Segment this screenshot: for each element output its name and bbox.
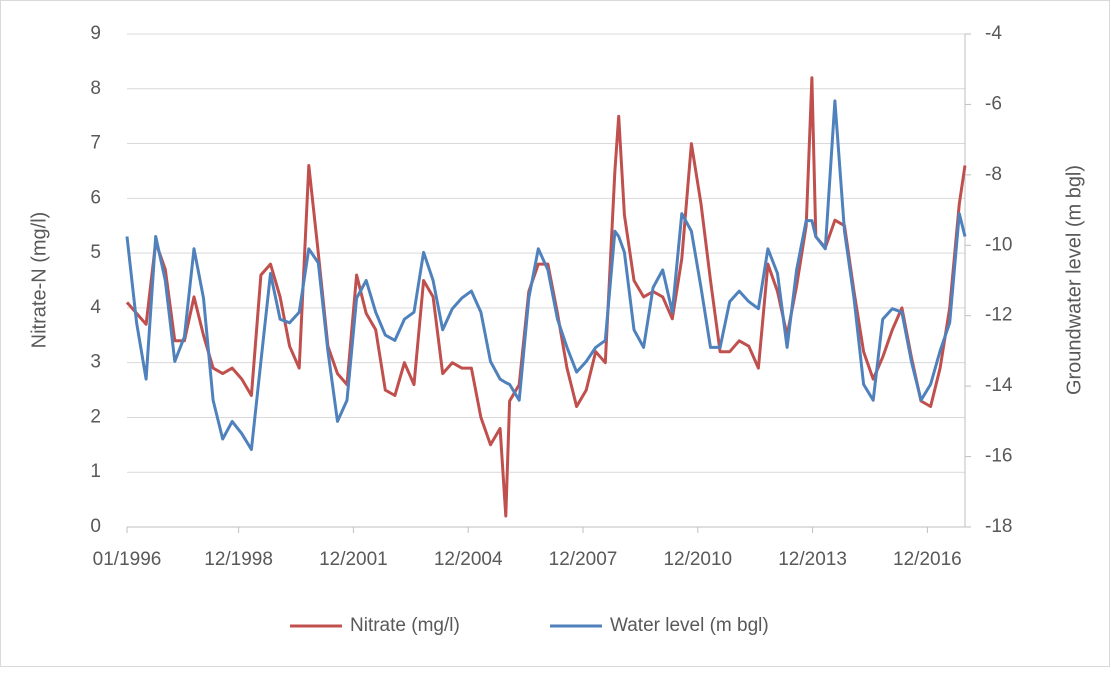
y-tick-label: 0 <box>90 516 101 537</box>
y2-tick-label: -8 <box>985 164 1002 185</box>
x-tick-label: 12/2004 <box>434 549 503 570</box>
y-tick-label: 5 <box>90 242 101 263</box>
y2-tick-label: -12 <box>985 305 1012 326</box>
y-tick-label: 8 <box>90 78 101 99</box>
x-tick-label: 12/2007 <box>549 549 618 570</box>
y-tick-label: 7 <box>90 133 101 154</box>
y2-tick-label: -6 <box>985 93 1002 114</box>
x-tick-label: 12/1998 <box>204 549 273 570</box>
y2-tick-label: -10 <box>985 234 1012 255</box>
y2-tick-label: -18 <box>985 516 1012 537</box>
y-tick-label: 6 <box>90 187 101 208</box>
y-axis-title: Nitrate-N (mg/l) <box>28 212 50 349</box>
x-tick-label: 01/1996 <box>93 549 162 570</box>
x-tick-label: 12/2013 <box>778 549 847 570</box>
y2-tick-label: -14 <box>985 375 1013 396</box>
x-tick-label: 12/2010 <box>663 549 732 570</box>
y-tick-label: 9 <box>90 23 101 44</box>
y-tick-label: 3 <box>90 352 101 373</box>
x-tick-label: 12/2001 <box>319 549 388 570</box>
y2-tick-label: -4 <box>985 23 1002 44</box>
x-tick-label: 12/2016 <box>893 549 962 570</box>
y-tick-label: 1 <box>90 461 101 482</box>
legend-label: Nitrate (mg/l) <box>350 615 460 636</box>
series-line <box>125 99 967 451</box>
y-tick-label: 4 <box>90 297 101 318</box>
legend-label: Water level (m bgl) <box>610 615 769 636</box>
y2-tick-label: -16 <box>985 446 1012 467</box>
y-tick-label: 2 <box>90 406 101 427</box>
y2-axis-title: Groundwater level (m bgl) <box>1063 165 1085 395</box>
